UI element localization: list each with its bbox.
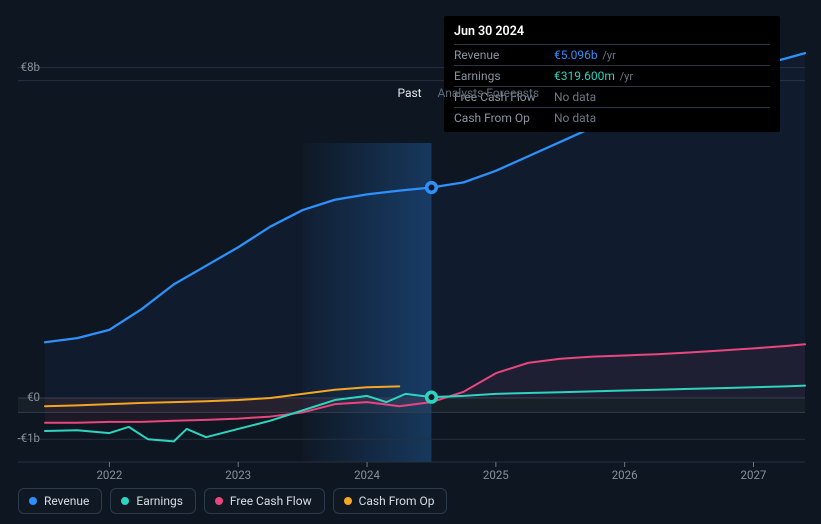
legend-item-cash-from-op[interactable]: Cash From Op [333, 488, 448, 514]
section-label-past: Past [397, 86, 421, 100]
x-axis-label: 2022 [84, 468, 134, 482]
x-axis-label: 2023 [213, 468, 263, 482]
section-label-forecast: Analysts Forecasts [437, 86, 539, 100]
tooltip-row-value: €319.600m /yr [554, 66, 770, 87]
tooltip-row-value: No data [554, 108, 770, 129]
legend-item-label: Earnings [136, 494, 183, 508]
tooltip-row: Earnings€319.600m /yr [454, 66, 770, 87]
legend-item-label: Revenue [44, 494, 89, 508]
legend-item-label: Cash From Op [359, 494, 435, 508]
chart-legend: Revenue Earnings Free Cash Flow Cash From O… [18, 488, 447, 514]
x-axis-label: 2024 [342, 468, 392, 482]
legend-item-revenue[interactable]: Revenue [18, 488, 102, 514]
tooltip-row: Cash From OpNo data [454, 108, 770, 129]
legend-dot-icon [215, 497, 223, 505]
tooltip-row-label: Revenue [454, 45, 554, 66]
y-axis-label: €0 [0, 390, 40, 404]
legend-dot-icon [29, 497, 37, 505]
legend-dot-icon [344, 497, 352, 505]
tooltip-title: Jun 30 2024 [454, 22, 770, 44]
tooltip-row-label: Earnings [454, 66, 554, 87]
tooltip-row-value: €5.096b /yr [554, 45, 770, 66]
legend-item-earnings[interactable]: Earnings [110, 488, 196, 514]
chart-tooltip: Jun 30 2024 Revenue€5.096b /yrEarnings€3… [444, 16, 780, 132]
x-axis-label: 2025 [471, 468, 521, 482]
tooltip-row-label: Cash From Op [454, 108, 554, 129]
x-axis-label: 2026 [600, 468, 650, 482]
y-axis-label: -€1b [0, 431, 40, 445]
legend-dot-icon [121, 497, 129, 505]
legend-item-label: Free Cash Flow [230, 494, 312, 508]
tooltip-row-value: No data [554, 87, 770, 108]
x-axis-label: 2027 [728, 468, 778, 482]
tooltip-row: Revenue€5.096b /yr [454, 45, 770, 66]
y-axis-label: €8b [0, 60, 40, 74]
legend-item-free-cash-flow[interactable]: Free Cash Flow [204, 488, 325, 514]
